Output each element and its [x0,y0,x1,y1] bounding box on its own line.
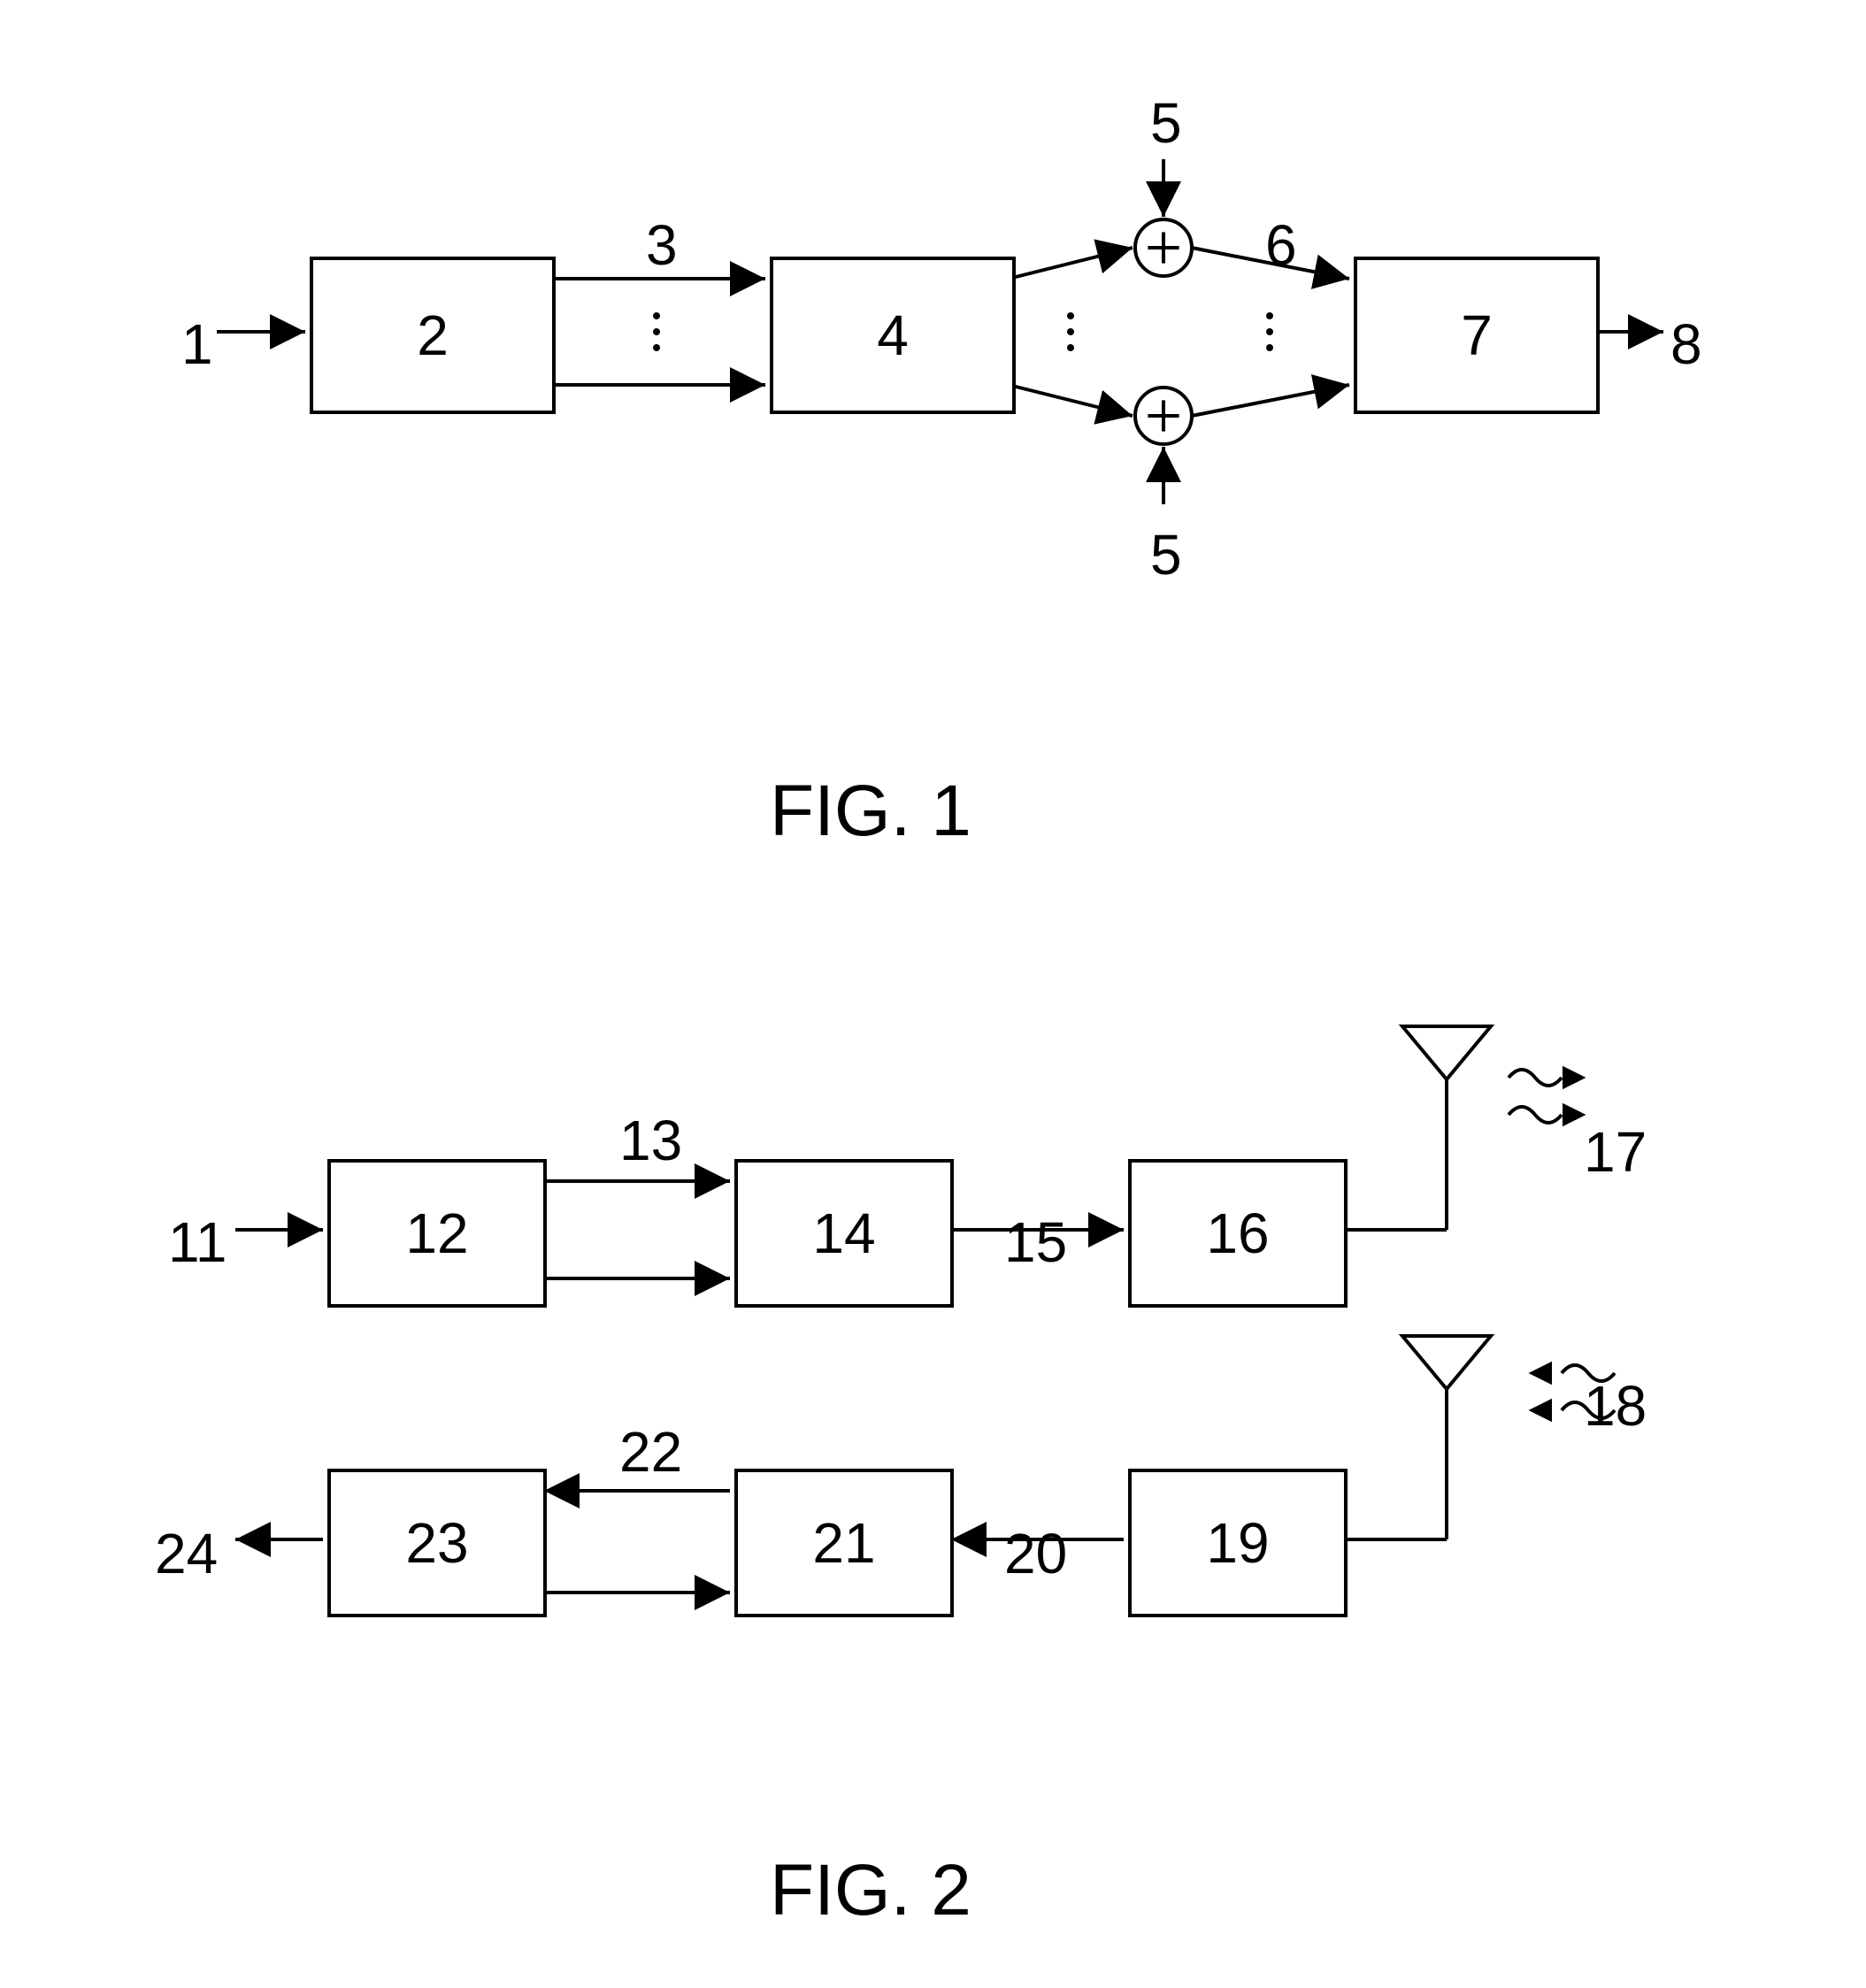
fig2-label-17: 17 [1584,1119,1647,1185]
fig2-box-12: 12 [327,1159,547,1308]
fig2-box-19: 19 [1128,1469,1348,1617]
fig1-box-4: 4 [770,257,1016,414]
fig1-box-7: 7 [1354,257,1600,414]
fig1-label-5a: 5 [1150,90,1182,156]
fig2-label-13: 13 [619,1108,682,1173]
fig1-box-2: 2 [310,257,556,414]
fig2-box-23: 23 [327,1469,547,1617]
fig2-caption: FIG. 2 [770,1849,971,1932]
fig2-label-15: 15 [1004,1209,1067,1275]
fig1-label-5b: 5 [1150,522,1182,587]
fig2-box-21: 21 [734,1469,954,1617]
fig2-label-20: 20 [1004,1521,1067,1586]
fig1-caption: FIG. 1 [770,770,971,853]
fig2-label-24: 24 [155,1521,218,1586]
fig1-label-8: 8 [1670,311,1702,377]
diagram-page: 2 4 7 1 3 5 5 6 8 FIG. 1 12 14 16 23 21 … [0,0,1866,1988]
fig2-box-14: 14 [734,1159,954,1308]
fig2-label-11: 11 [168,1209,227,1275]
fig1-label-1: 1 [181,311,213,377]
fig2-label-22: 22 [619,1419,682,1485]
fig1-label-6: 6 [1265,212,1297,278]
fig1-label-3: 3 [646,212,678,278]
fig2-box-16: 16 [1128,1159,1348,1308]
fig2-label-18: 18 [1584,1373,1647,1439]
